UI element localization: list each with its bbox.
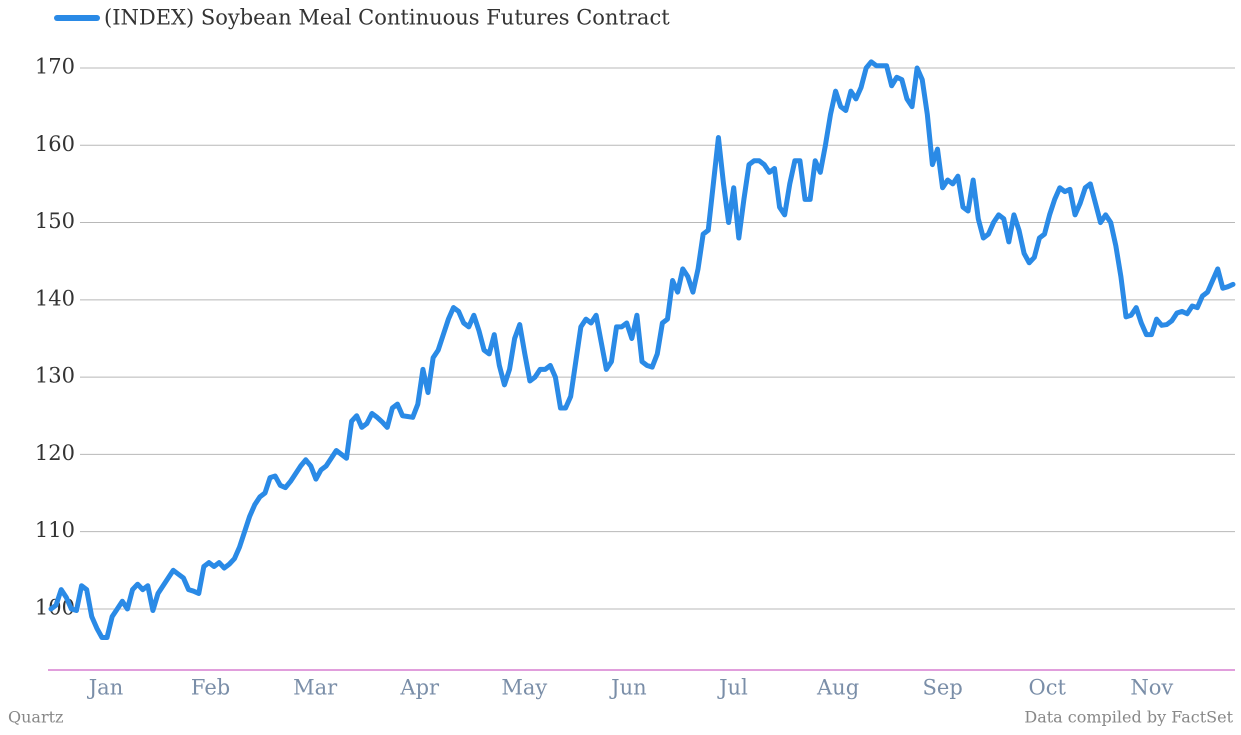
source-right: Data compiled by FactSet [1024,708,1233,727]
x-tick-label: Oct [1029,676,1067,700]
x-tick-label: Jan [87,676,123,700]
source-left: Quartz [8,708,63,727]
y-tick-label: 170 [35,55,75,79]
x-tick-label: Mar [293,676,338,700]
y-tick-label: 160 [35,132,75,156]
y-tick-label: 130 [35,364,75,388]
y-tick-label: 120 [35,441,75,465]
y-tick-label: 150 [35,209,75,233]
x-tick-label: Feb [191,676,230,700]
x-tick-label: Nov [1130,676,1173,700]
y-tick-label: 140 [35,286,75,310]
x-tick-label: Sep [923,676,963,700]
x-tick-label: Apr [399,676,440,700]
y-tick-label: 110 [35,518,75,542]
x-tick-label: May [501,676,547,700]
legend-label: (INDEX) Soybean Meal Continuous Futures … [104,6,670,30]
x-tick-label: Jul [717,676,748,700]
x-tick-label: Jun [609,676,646,700]
data-line [48,59,1236,641]
x-tick-label: Aug [816,676,859,700]
